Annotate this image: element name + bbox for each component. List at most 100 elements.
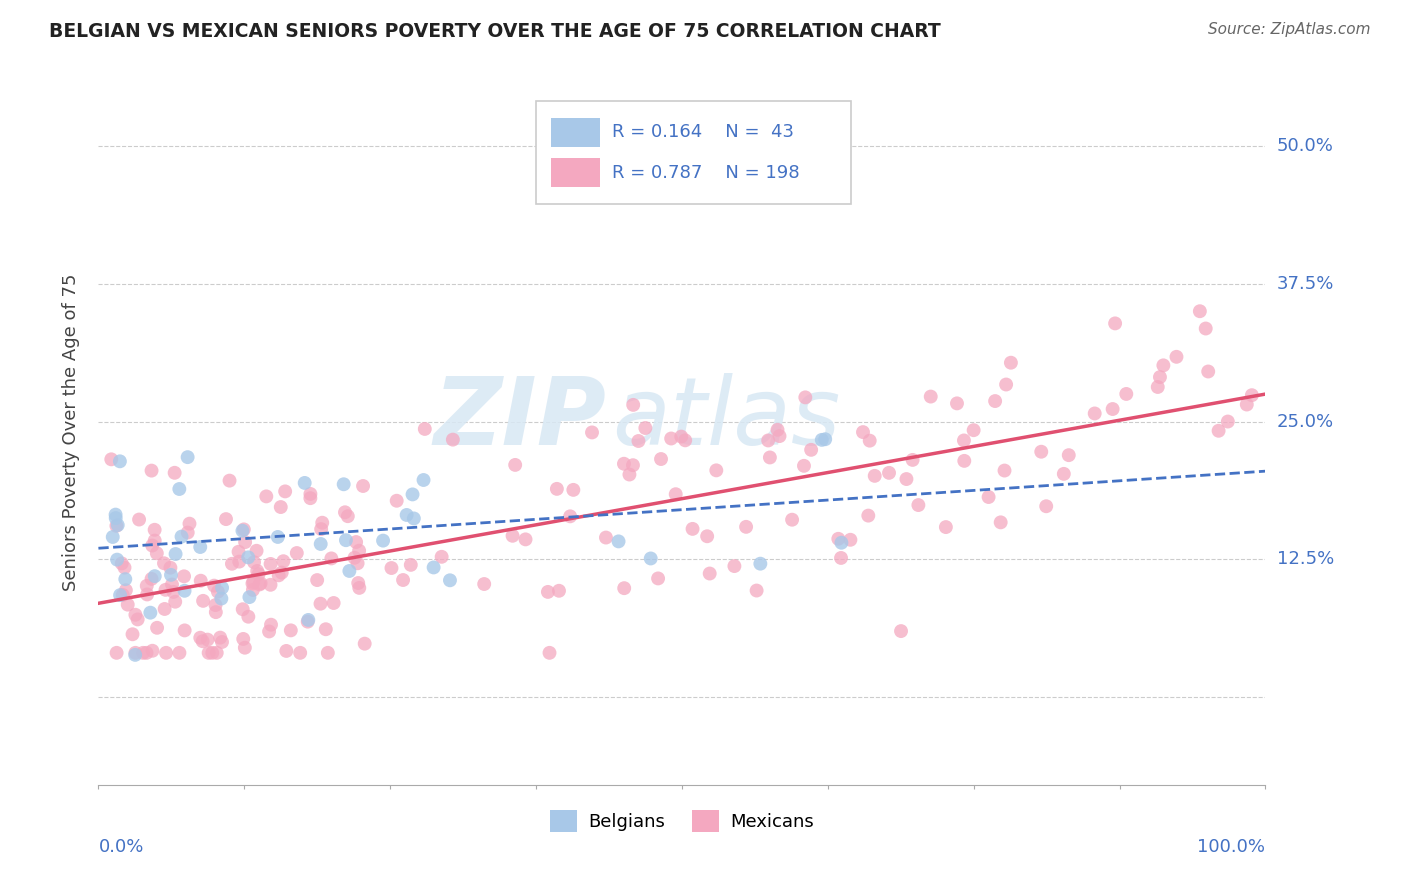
Point (1115, 387, 1137, 401)
Point (114, 572, 136, 586)
Point (170, 530, 193, 544)
Point (337, 564, 360, 578)
Point (321, 551, 343, 566)
Point (211, 635, 233, 649)
Point (309, 597, 332, 611)
Point (352, 479, 374, 493)
Point (162, 585, 184, 599)
Point (205, 605, 228, 619)
Legend: Belgians, Mexicans: Belgians, Mexicans (543, 803, 821, 839)
Point (139, 606, 162, 620)
Point (155, 646, 177, 660)
Point (380, 561, 402, 575)
Point (100, 452, 122, 467)
Point (810, 433, 832, 447)
Point (1208, 424, 1230, 438)
Text: atlas: atlas (612, 373, 841, 464)
Point (294, 475, 316, 490)
Point (333, 505, 356, 519)
Point (962, 423, 984, 437)
Point (953, 434, 976, 448)
Point (105, 552, 128, 566)
Point (659, 432, 682, 446)
Point (800, 442, 823, 457)
Point (1146, 380, 1168, 394)
Point (288, 646, 311, 660)
Point (877, 466, 900, 480)
Point (135, 646, 157, 660)
Point (242, 576, 264, 591)
Text: R = 0.787    N = 198: R = 0.787 N = 198 (612, 163, 800, 182)
Point (346, 556, 368, 570)
Point (699, 566, 721, 581)
Point (209, 631, 232, 645)
Point (896, 472, 918, 486)
Point (1197, 364, 1219, 378)
Point (204, 598, 226, 612)
Point (188, 540, 211, 554)
Point (1240, 388, 1263, 402)
Text: 0.0%: 0.0% (98, 838, 143, 855)
Point (839, 533, 862, 547)
Point (107, 518, 129, 533)
Point (177, 525, 200, 540)
Point (309, 522, 332, 536)
Point (316, 646, 339, 660)
Point (984, 394, 1007, 409)
Point (127, 612, 149, 626)
Point (546, 482, 568, 496)
Point (136, 587, 159, 601)
Point (920, 390, 942, 404)
Point (160, 567, 183, 582)
Point (830, 535, 852, 549)
Point (682, 522, 704, 536)
Point (191, 634, 214, 648)
Point (935, 520, 957, 534)
Point (1031, 444, 1053, 458)
Point (121, 627, 143, 641)
Text: 100.0%: 100.0% (1198, 838, 1265, 855)
Point (749, 557, 772, 571)
Point (233, 640, 256, 655)
Point (953, 454, 976, 468)
Point (202, 579, 225, 593)
Point (273, 554, 295, 568)
Point (336, 509, 359, 524)
Point (595, 531, 617, 545)
Point (830, 551, 852, 566)
Point (613, 457, 636, 471)
FancyBboxPatch shape (551, 158, 600, 187)
Point (207, 584, 229, 599)
Point (254, 489, 277, 503)
Point (243, 555, 266, 569)
Point (188, 631, 211, 645)
Point (392, 573, 415, 587)
Point (242, 574, 264, 589)
Text: 12.5%: 12.5% (1277, 550, 1334, 568)
Point (135, 579, 157, 593)
Point (114, 560, 136, 574)
Point (315, 622, 337, 636)
Point (412, 473, 434, 487)
Point (155, 582, 177, 597)
Point (1216, 415, 1239, 429)
Point (104, 511, 127, 525)
Point (353, 637, 375, 651)
Point (270, 500, 292, 514)
Point (793, 458, 815, 473)
Point (343, 550, 366, 565)
Point (143, 569, 166, 583)
Point (502, 529, 524, 543)
Point (285, 546, 308, 560)
Point (673, 434, 696, 448)
Point (704, 463, 727, 477)
Point (105, 519, 128, 533)
Point (347, 576, 370, 591)
Point (270, 566, 292, 580)
Point (1104, 317, 1126, 331)
Point (1000, 356, 1022, 370)
Point (299, 487, 322, 501)
Point (1166, 350, 1188, 364)
Point (515, 533, 537, 547)
Point (371, 533, 394, 548)
